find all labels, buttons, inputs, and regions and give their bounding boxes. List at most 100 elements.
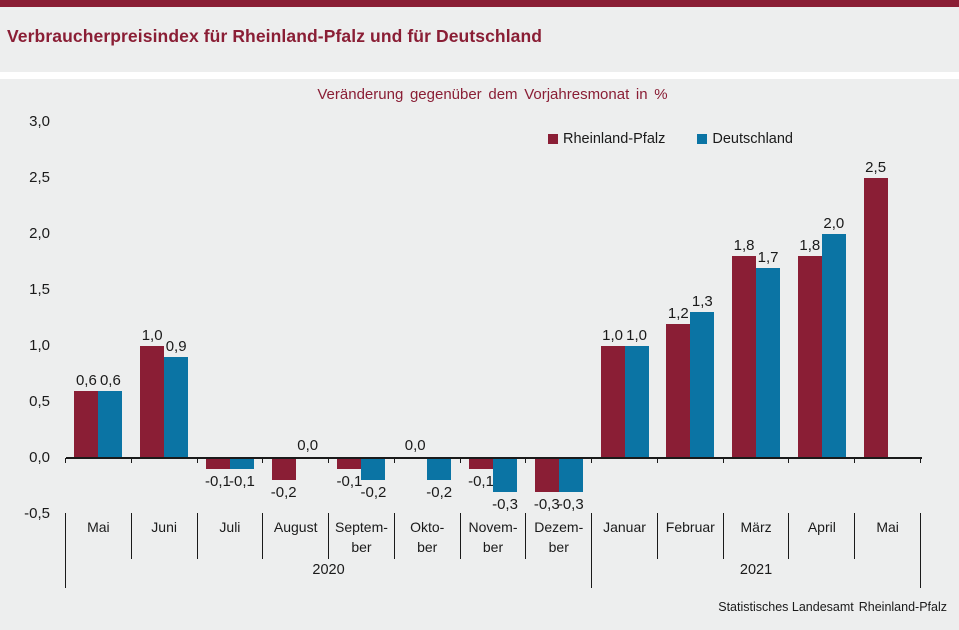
y-axis-tick-label: 3,0 (29, 113, 50, 130)
bar-deutschland-2 (229, 458, 254, 470)
axis-tick (920, 458, 921, 463)
value-label: -0,1 (228, 473, 255, 491)
axis-tick (196, 458, 198, 463)
value-label: -0,3 (557, 495, 584, 513)
axis-tick (65, 458, 66, 463)
chart-subtitle: Veränderung gegenüber dem Vorjahresmonat… (317, 86, 668, 103)
value-label: 1,0 (602, 327, 623, 344)
category-separator (591, 513, 593, 588)
axis-tick (525, 458, 527, 463)
legend-item-deutschland: Deutschland (697, 131, 793, 147)
chart-legend: Rheinland-Pfalz Deutschland (548, 131, 793, 147)
x-axis-label: August (273, 519, 318, 535)
x-axis-label: März (740, 519, 772, 535)
value-label: 0,9 (165, 338, 187, 356)
bar-rheinland-pfalz-3 (271, 458, 296, 481)
x-axis-label: Okto- ber (410, 519, 445, 555)
category-separator (65, 513, 66, 588)
bar-rheinland-pfalz-1 (140, 346, 165, 458)
axis-tick (854, 458, 856, 463)
y-axis-tick-label: 2,0 (29, 225, 50, 242)
axis-tick (722, 458, 724, 463)
top-accent-bar (0, 0, 959, 7)
value-label: 0,6 (75, 371, 97, 389)
bar-deutschland-8 (624, 346, 649, 458)
bar-rheinland-pfalz-12 (863, 178, 888, 458)
value-label: 0,0 (404, 437, 426, 454)
legend-label-rheinland-pfalz: Rheinland-Pfalz (563, 131, 666, 147)
footer-region: Rheinland-Pfalz (858, 600, 947, 614)
value-label: 2,5 (865, 159, 887, 176)
category-separator (854, 513, 856, 559)
x-axis-label: April (807, 519, 836, 535)
value-label: 2,0 (823, 215, 845, 232)
bar-rheinland-pfalz-10 (732, 256, 757, 458)
bar-rheinland-pfalz-6 (469, 458, 493, 470)
category-separator (196, 513, 198, 559)
x-axis-line (65, 457, 922, 459)
bar-rheinland-pfalz-8 (600, 346, 625, 458)
category-separator (920, 513, 921, 588)
x-axis-label: Januar (603, 519, 646, 535)
bar-deutschland-11 (821, 234, 846, 458)
y-axis-tick-label: 1,5 (29, 281, 50, 298)
legend-swatch-deutschland (697, 134, 708, 144)
axis-tick (656, 458, 658, 463)
category-separator (130, 513, 132, 559)
category-separator (262, 513, 264, 559)
bar-rheinland-pfalz-7 (534, 458, 559, 492)
axis-tick (788, 458, 790, 463)
y-axis-tick-label: 0,0 (29, 449, 50, 466)
value-label: 1,3 (691, 293, 713, 311)
x-axis-label: Dezem- ber (534, 519, 584, 555)
bar-rheinland-pfalz-2 (205, 458, 230, 470)
y-axis-tick-label: 0,5 (29, 393, 50, 410)
bar-deutschland-1 (164, 357, 189, 458)
y-axis-tick-label: 1,0 (29, 337, 50, 354)
legend-item-rheinland-pfalz: Rheinland-Pfalz (548, 131, 665, 147)
x-axis-label: Mai (87, 519, 110, 535)
value-label: 1,8 (733, 237, 755, 255)
value-label: 0,0 (297, 437, 319, 454)
x-axis-label: Novem- ber (468, 519, 518, 555)
category-separator (459, 513, 461, 559)
value-label: 1,0 (141, 327, 163, 344)
category-separator (328, 513, 330, 559)
value-label: 1,7 (757, 248, 779, 266)
x-axis-label: Mai (876, 519, 899, 535)
value-label: -0,1 (336, 473, 363, 491)
value-label: -0,2 (360, 484, 387, 502)
year-label: 2020 (312, 562, 345, 578)
category-separator (656, 513, 658, 559)
value-label: 1,2 (667, 304, 689, 322)
value-label: -0,3 (492, 495, 518, 513)
bar-rheinland-pfalz-4 (337, 458, 362, 470)
footer-org: Statistisches Landesamt (718, 600, 854, 614)
axis-tick (459, 458, 461, 463)
axis-tick (591, 458, 593, 463)
value-label: -0,2 (426, 484, 453, 502)
category-separator (525, 513, 527, 559)
page-title: Verbraucherpreisindex für Rheinland-Pfal… (7, 26, 543, 46)
value-label: 0,6 (99, 371, 121, 389)
bar-deutschland-6 (493, 458, 517, 492)
bar-deutschland-0 (98, 390, 123, 458)
bar-deutschland-7 (558, 458, 583, 492)
value-label: 1,0 (626, 327, 647, 344)
bar-rheinland-pfalz-11 (797, 256, 822, 458)
category-separator (393, 513, 395, 559)
year-label: 2021 (739, 562, 773, 578)
x-axis-label: Septem- ber (334, 519, 388, 555)
y-axis-tick-label: -0,5 (24, 505, 50, 522)
bar-deutschland-5 (427, 458, 452, 481)
footer-credit: Statistisches Landesamt Rheinland-Pfalz (718, 600, 947, 614)
bar-rheinland-pfalz-9 (666, 323, 691, 458)
axis-tick (328, 458, 330, 463)
axis-tick (130, 458, 132, 463)
value-label: -0,1 (468, 473, 494, 491)
x-axis-label: Juni (151, 519, 177, 535)
bar-deutschland-9 (690, 312, 715, 458)
category-separator (788, 513, 790, 559)
category-separator (722, 513, 724, 559)
